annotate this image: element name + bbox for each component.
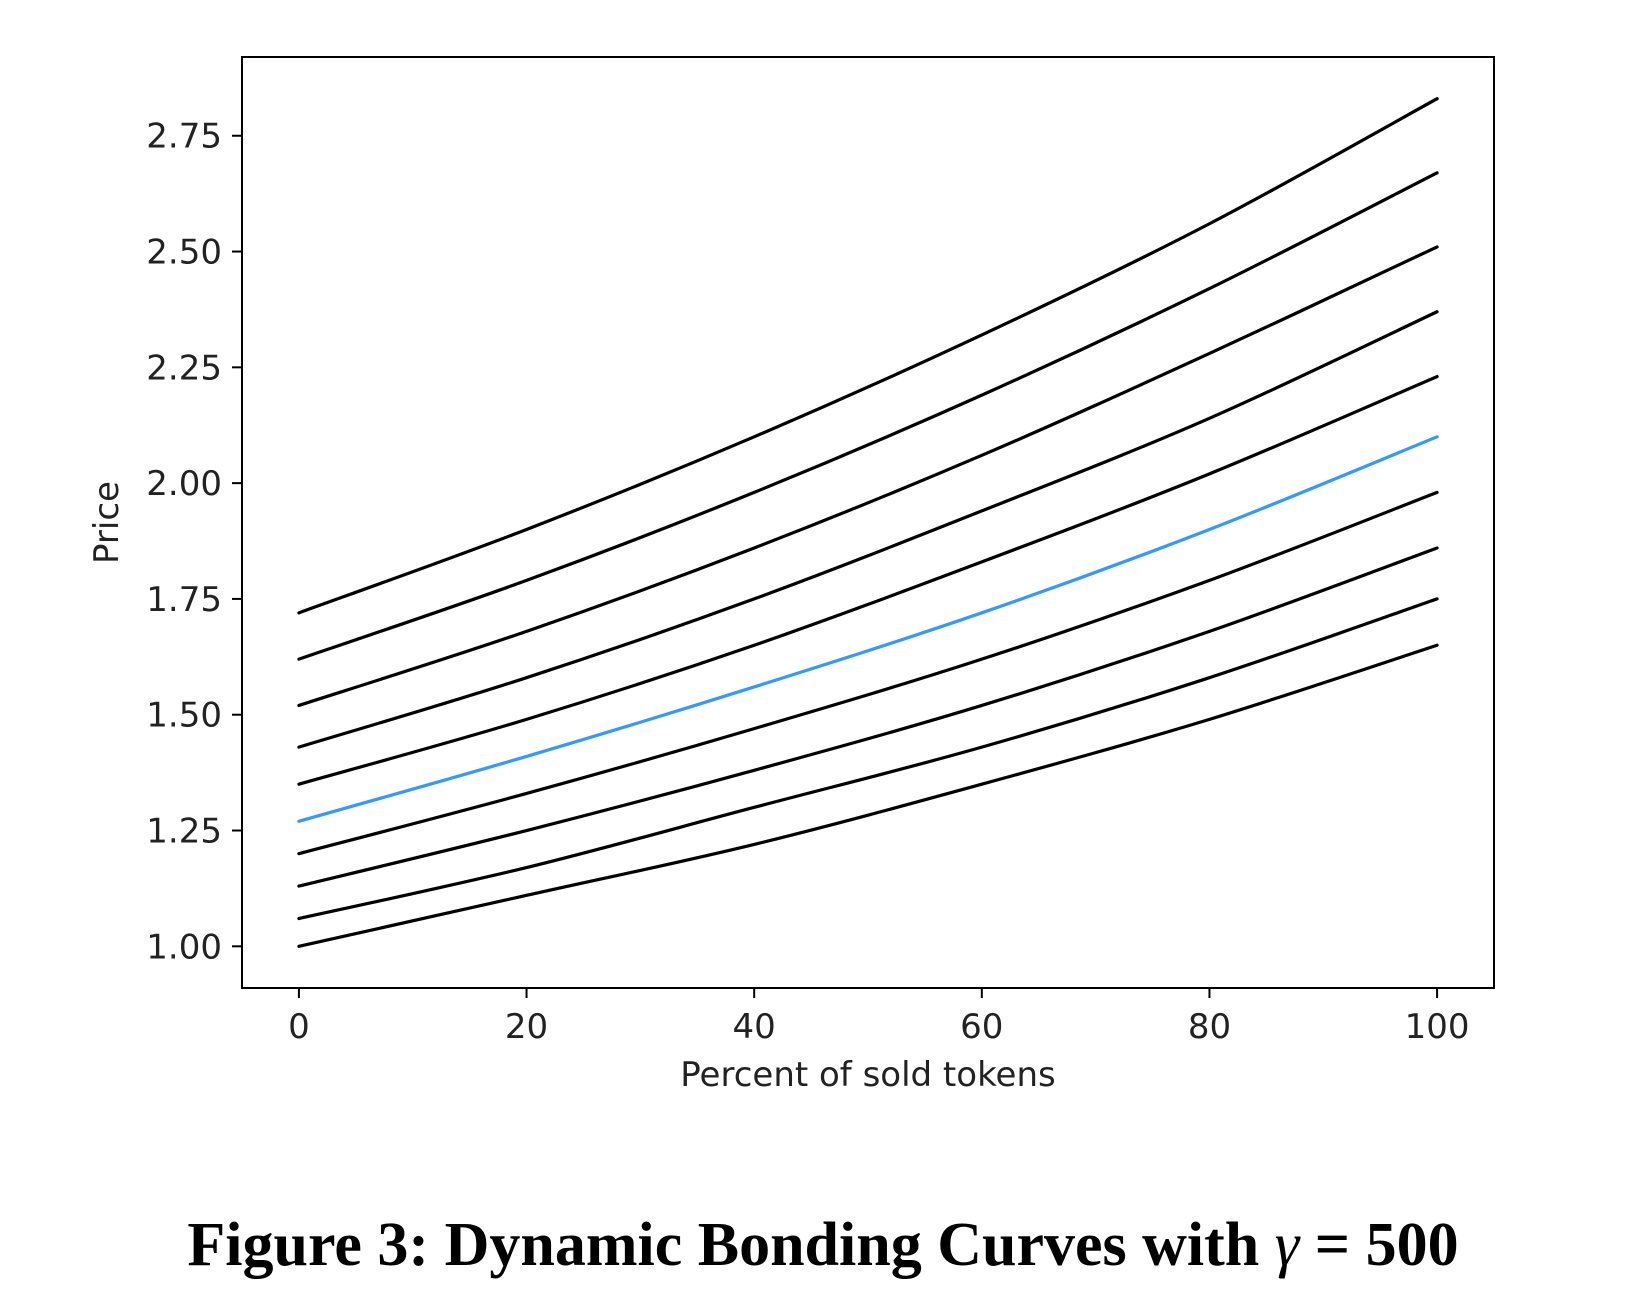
y-tick-label: 1.25 [146,812,222,852]
y-tick-label: 2.25 [146,348,222,388]
series-line-8 [297,245,1439,708]
bonding-curves-chart: 0 20 40 60 80 100 1.00 1.25 1.50 1.75 2.00 2.25 2.5… [87,56,1495,1095]
x-tick-label: 80 [1188,1007,1231,1047]
series-lines [297,97,1439,948]
series-line-2 [297,597,1439,921]
y-tick-label: 2.00 [146,464,222,504]
y-tick-label: 2.75 [146,117,222,157]
y-tick-label: 1.50 [146,696,222,736]
x-tick-label: 40 [733,1007,776,1047]
series-line-9 [297,171,1439,661]
x-tick-label: 60 [960,1007,1003,1047]
series-line-10 [297,97,1439,615]
figure-caption: Figure 3: Dynamic Bonding Curves with γ … [0,1210,1646,1281]
plot-area [241,56,1495,989]
y-tick-label: 1.75 [146,580,222,620]
y-tick-label: 2.50 [146,233,222,273]
x-tick-label: 100 [1405,1007,1470,1047]
caption-gamma-symbol: γ [1274,1211,1300,1279]
series-line-4 [297,490,1439,856]
x-tick-label: 0 [288,1007,310,1047]
plot-frame [241,56,1495,989]
y-axis-label: Price [87,481,127,564]
series-line-6 [297,374,1439,786]
y-axis: 1.00 1.25 1.50 1.75 2.00 2.25 2.50 2.75 [146,117,242,967]
series-line-1 [297,643,1439,948]
caption-prefix: Figure 3: Dynamic Bonding Curves with [187,1211,1275,1279]
series-line-7 [297,310,1439,749]
x-axis: 0 20 40 60 80 100 [288,988,1470,1047]
series-line-5 [297,435,1439,823]
caption-suffix: = 500 [1299,1211,1459,1279]
x-axis-label: Percent of sold tokens [680,1055,1055,1095]
series-line-3 [297,546,1439,888]
x-tick-label: 20 [505,1007,548,1047]
y-tick-label: 1.00 [146,927,222,967]
